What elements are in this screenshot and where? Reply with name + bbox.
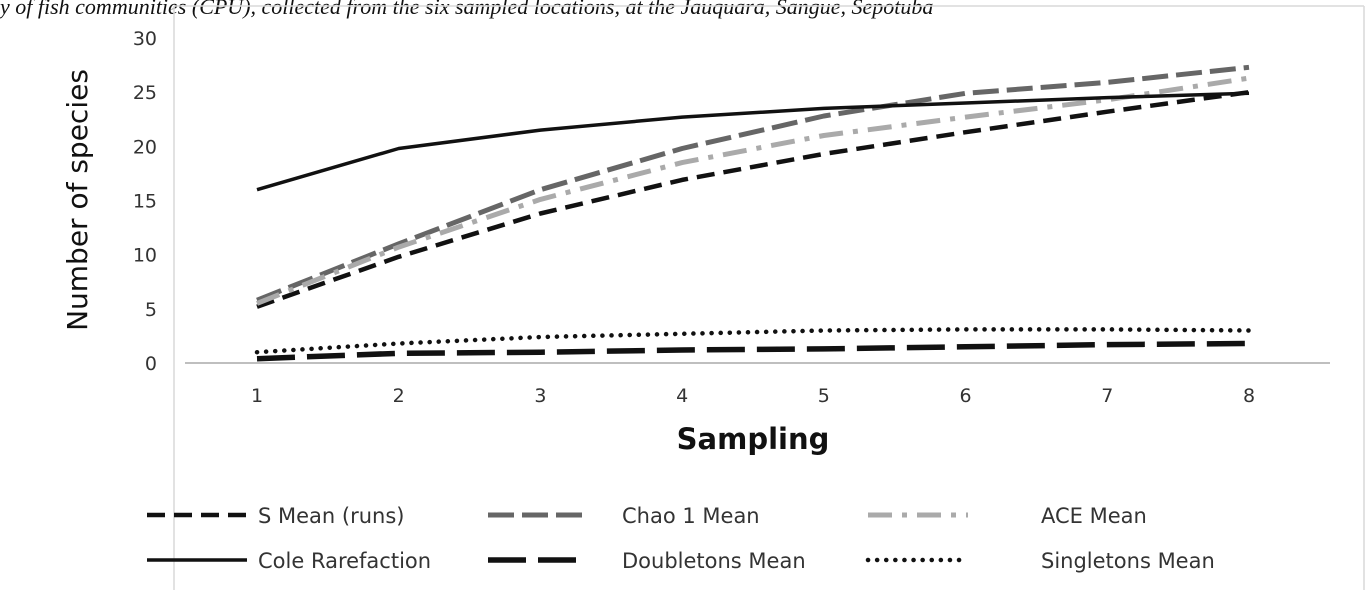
y-tick-label: 20	[133, 136, 157, 158]
y-tick-label: 5	[145, 299, 157, 321]
legend-label-3: ACE Mean	[1041, 504, 1147, 528]
y-axis-title: Number of species	[61, 69, 94, 331]
legend-label-1: S Mean (runs)	[258, 504, 404, 528]
series-line-2	[256, 64, 1250, 303]
x-axis-title: Sampling	[677, 422, 830, 456]
legend-label-4: Cole Rarefaction	[258, 549, 431, 573]
y-tick-label: 30	[133, 28, 157, 50]
series-line-1	[256, 89, 1250, 309]
y-tick-label: 0	[145, 353, 157, 375]
legend: S Mean (runs) Chao 1 Mean ACE Mean Cole Rar…	[147, 504, 1215, 573]
x-axis: 1 2 3 4 5 6 7 8	[251, 385, 1255, 407]
series-line-4	[256, 91, 1250, 192]
x-tick-label: 2	[393, 385, 405, 407]
x-tick-label: 4	[676, 385, 688, 407]
x-tick-label: 6	[960, 385, 972, 407]
series-line-3	[256, 75, 1250, 306]
y-tick-label: 15	[133, 191, 157, 213]
x-tick-label: 3	[534, 385, 546, 407]
legend-label-2: Chao 1 Mean	[622, 504, 760, 528]
x-tick-label: 1	[251, 385, 263, 407]
y-tick-label: 25	[133, 82, 157, 104]
series-line-5	[256, 340, 1250, 362]
plot-area	[254, 64, 1252, 362]
x-tick-label: 7	[1101, 385, 1113, 407]
y-axis: 0 5 10 15 20 25 30	[133, 28, 157, 375]
legend-label-6: Singletons Mean	[1041, 549, 1215, 573]
series-line-6	[254, 327, 1252, 355]
legend-label-5: Doubletons Mean	[622, 549, 806, 573]
figure-caption: y of fish communities (CPU), collected f…	[0, 0, 933, 19]
x-tick-label: 5	[818, 385, 830, 407]
x-tick-label: 8	[1243, 385, 1255, 407]
y-tick-label: 10	[133, 245, 157, 267]
